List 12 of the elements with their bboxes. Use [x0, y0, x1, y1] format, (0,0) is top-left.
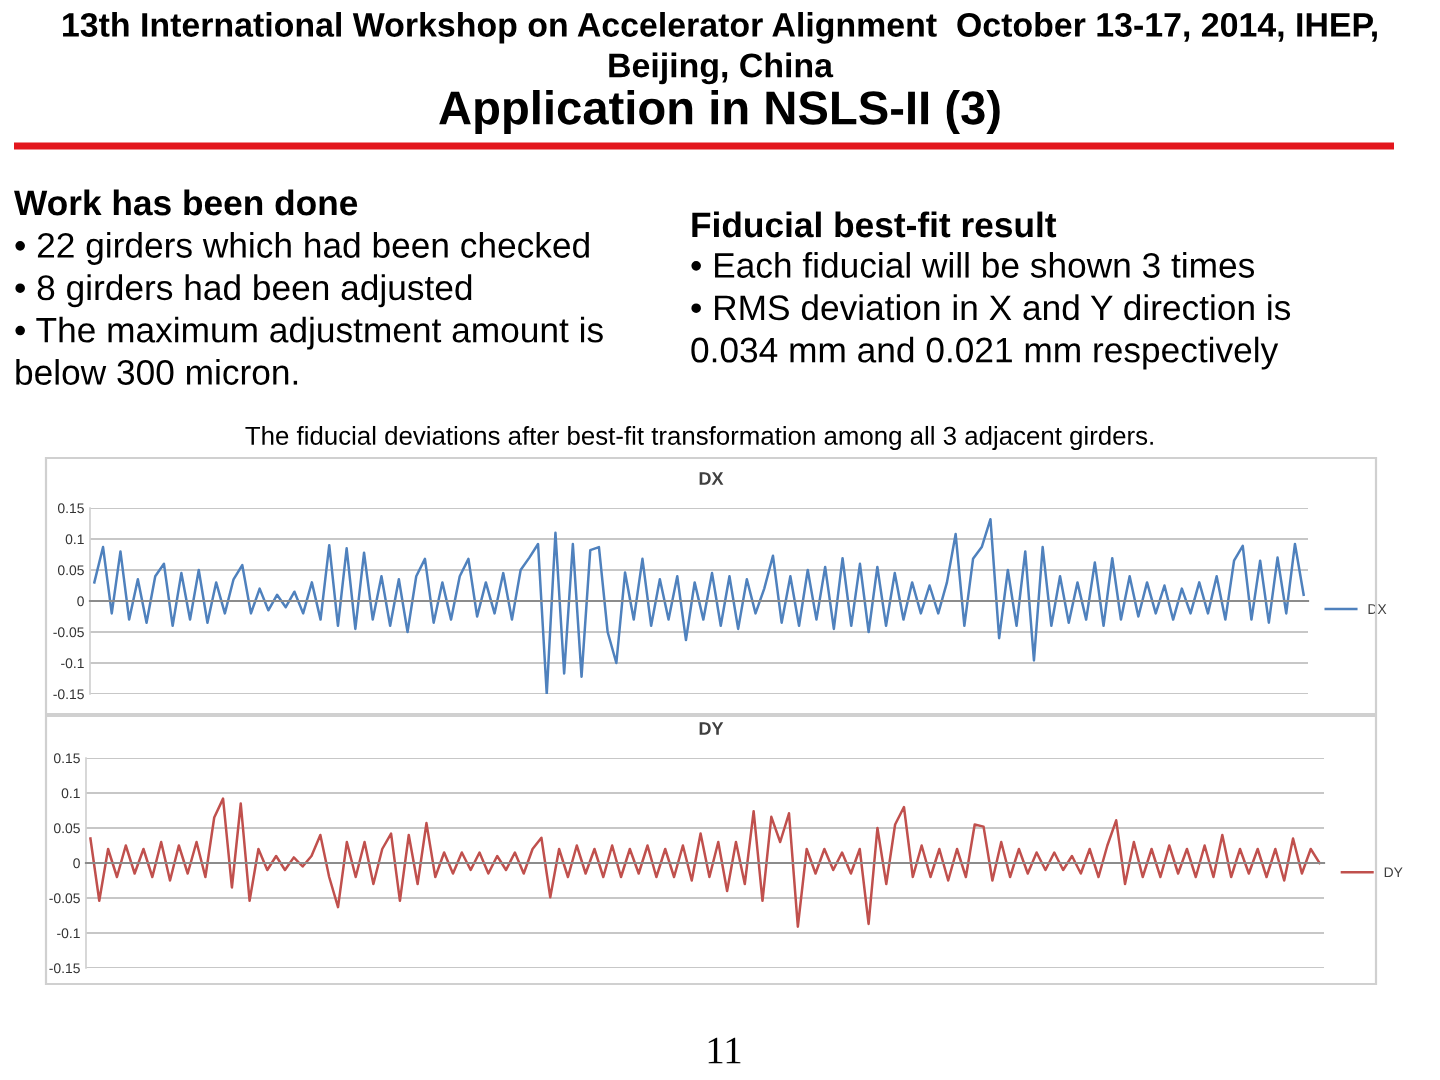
text: • Each fiducial will be shown 3 times • RMS deviation in X and Y direction is 0.034 mm and 0.021 mm respectively — [691, 252, 1291, 370]
text: The fiducial deviations after best-fit transformation among all 3 adjacent girders. — [245, 425, 1153, 451]
text: Application in NSLS-II (3) — [439, 89, 1000, 135]
chart-title: DY — [699, 722, 724, 735]
line-series — [89, 797, 1321, 928]
text: 11 — [708, 1037, 741, 1064]
text: • 22 girders which had been checked • 8 girders had been adjusted • The maximum adjustment amount is below 300 micron. — [15, 232, 603, 385]
text: 13th International Workshop on Accelerator Alignment October 13-17, 2014, IHEP, Beijing, China — [63, 12, 1377, 85]
text: Fiducial best-fit result — [692, 211, 1057, 238]
text: Work has been done — [14, 189, 358, 216]
line-series — [93, 517, 1305, 694]
chart-title: DX — [699, 472, 724, 485]
